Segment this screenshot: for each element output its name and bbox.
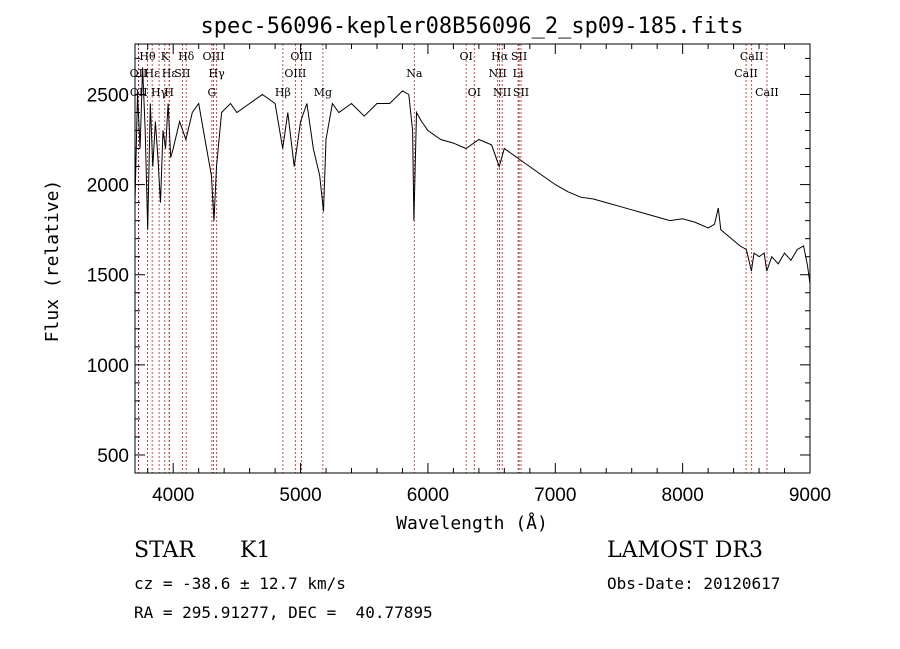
line-marker-label: OI (459, 50, 472, 63)
line-marker-label: NII (489, 67, 507, 80)
redshift-velocity: cz = -38.6 ± 12.7 km/s (134, 574, 346, 593)
line-marker-label: OII (130, 86, 148, 99)
line-marker-label: H (164, 86, 174, 99)
line-marker-label: G (208, 86, 217, 99)
line-marker-label: Hβ (275, 86, 291, 99)
line-marker-label: NII (493, 86, 511, 99)
x-axis-ticks: 4000 5000 6000 7000 8000 9000 (147, 44, 831, 506)
x-tick-label: 8000 (662, 485, 704, 506)
line-marker-label: Mg (314, 86, 332, 99)
line-marker-label: Hγ (151, 86, 168, 99)
y-tick-label: 2500 (87, 85, 129, 106)
y-tick-label: 1500 (87, 266, 129, 287)
line-marker-label: SII (511, 50, 527, 63)
object-type: STAR (134, 538, 195, 563)
y-tick-label: 500 (97, 446, 129, 467)
line-marker-label: SII (513, 86, 529, 99)
line-marker-label: Hε (162, 67, 178, 80)
line-marker-label: OIII (284, 67, 306, 80)
line-marker-label: Hδ (178, 50, 195, 63)
line-marker-label: Hα (491, 50, 509, 63)
spectral-subclass: K1 (240, 538, 271, 563)
observation-date: Obs-Date: 20120617 (607, 574, 781, 593)
line-marker-label: CaII (734, 67, 758, 80)
survey-name: LAMOST DR3 (607, 538, 763, 563)
line-marker-label: SII (174, 67, 190, 80)
line-marker-label: CaII (740, 50, 764, 63)
chart-title: spec-56096-kepler08B56096_2_sp09-185.fit… (200, 14, 743, 39)
line-marker-label: OI (468, 86, 481, 99)
y-axis-ticks: 500 1000 1500 2000 2500 (87, 57, 810, 467)
x-tick-label: 6000 (407, 485, 449, 506)
x-tick-label: 5000 (279, 485, 321, 506)
line-marker-label: CaII (755, 86, 779, 99)
x-tick-label: 7000 (534, 485, 576, 506)
line-marker-label: OIII (290, 50, 312, 63)
line-marker-label: Li (513, 67, 524, 80)
line-marker-label: K (161, 50, 170, 63)
x-tick-label: 9000 (789, 485, 831, 506)
line-marker-label: Hθ (139, 50, 156, 63)
plot-frame (134, 43, 811, 474)
line-marker-label: Hγ (209, 67, 226, 80)
y-tick-label: 1000 (87, 356, 129, 377)
line-marker-label: OIII (203, 50, 225, 63)
line-marker-label: Na (406, 67, 423, 80)
spectrum-line (134, 67, 811, 284)
x-axis-label: Wavelength (Å) (396, 512, 548, 534)
coordinates: RA = 295.91277, DEC = 40.77895 (134, 603, 433, 622)
y-tick-label: 2000 (87, 176, 129, 197)
x-tick-label: 4000 (152, 485, 194, 506)
line-markers (138, 44, 768, 473)
y-axis-label: Flux (relative) (42, 180, 63, 343)
line-marker-label: Hε (145, 67, 161, 80)
